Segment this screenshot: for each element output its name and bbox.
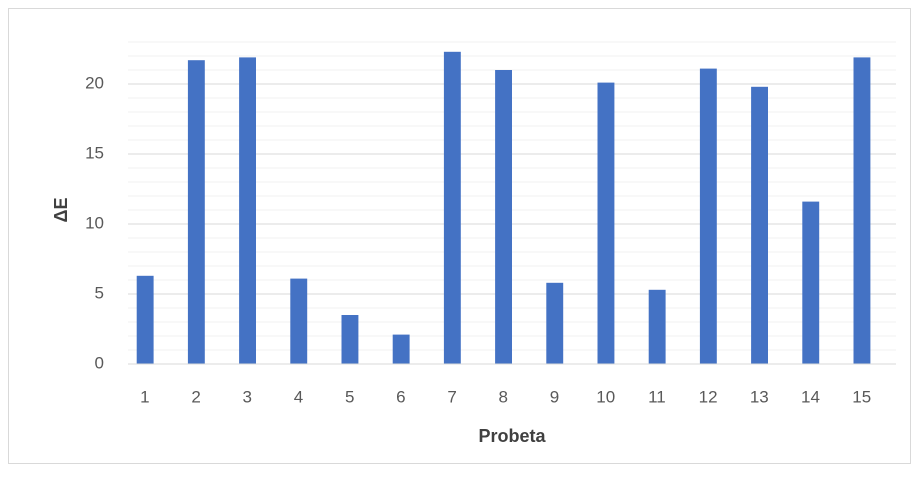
bar (853, 57, 871, 365)
x-tick-label: 9 (550, 387, 559, 406)
x-tick-label: 8 (499, 387, 508, 406)
bar (699, 68, 717, 364)
bar (239, 57, 256, 365)
bar (597, 82, 615, 364)
x-tick-label: 15 (852, 387, 871, 406)
x-tick-label: 1 (140, 387, 149, 406)
x-axis-title: Probeta (478, 426, 546, 446)
y-tick-label: 15 (85, 143, 104, 162)
bar (443, 51, 461, 365)
x-tick-label: 13 (750, 387, 769, 406)
y-axis-title: ΔE (51, 198, 71, 223)
y-tick-label: 0 (95, 353, 104, 372)
y-tick-label: 10 (85, 213, 104, 232)
x-tick-label: 12 (699, 387, 718, 406)
x-tick-label: 4 (294, 387, 303, 406)
y-tick-label: 5 (95, 283, 104, 302)
x-tick-label: 14 (801, 387, 820, 406)
bar (751, 86, 768, 365)
x-tick-label: 3 (243, 387, 252, 406)
bar (495, 70, 512, 364)
bar (392, 334, 410, 364)
bar (802, 201, 820, 364)
bar (187, 60, 205, 364)
bar (136, 275, 154, 364)
x-tick-label: 6 (396, 387, 405, 406)
bar (546, 282, 564, 364)
x-tick-label: 10 (596, 387, 615, 406)
x-tick-label: 2 (191, 387, 200, 406)
y-tick-label: 20 (85, 73, 104, 92)
x-tick-label: 5 (345, 387, 354, 406)
x-tick-label: 11 (648, 387, 666, 406)
bar (290, 278, 308, 364)
bar (648, 289, 666, 364)
bar (341, 315, 359, 364)
x-tick-label: 7 (447, 387, 456, 406)
